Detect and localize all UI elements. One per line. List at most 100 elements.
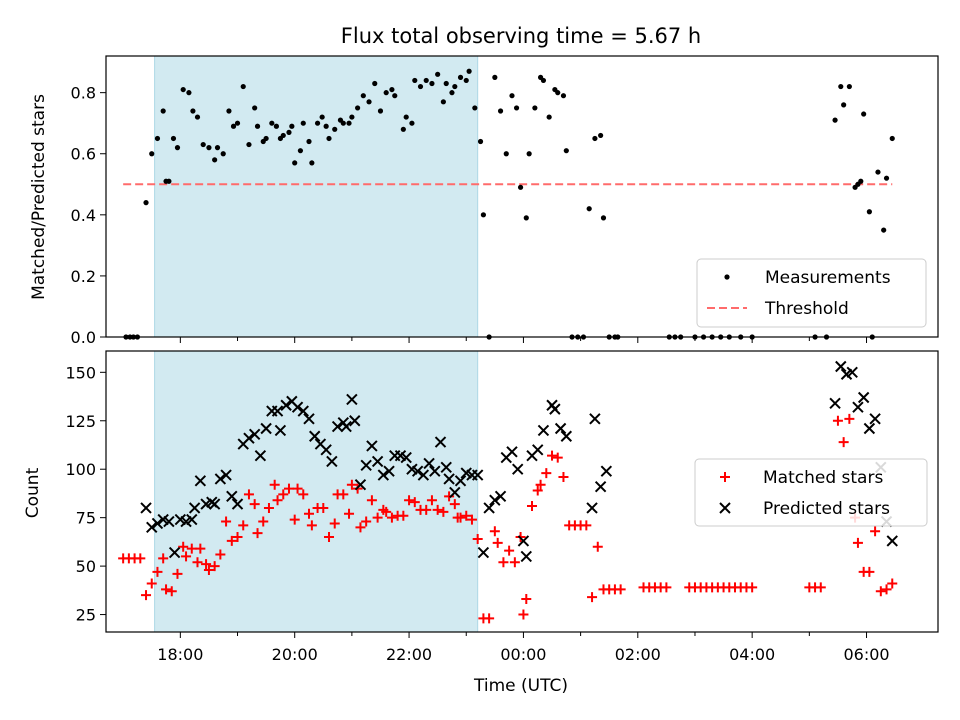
bottom-plus-point-75 — [504, 545, 515, 556]
top-dot-point-22 — [230, 123, 237, 129]
top-dot-point-13 — [186, 90, 192, 96]
bottom-x-point-73 — [537, 424, 550, 437]
bottom-observing-window-shade — [154, 350, 479, 633]
x-tick-label-6: 06:00 — [843, 645, 889, 664]
bottom-x-point-77 — [560, 430, 573, 442]
top-dot-point-41 — [314, 120, 321, 126]
bottom-plus-point-39 — [318, 502, 329, 513]
bottom-x-point-35 — [331, 420, 344, 433]
top-dot-point-64 — [429, 80, 435, 87]
bottom-plus-point-96 — [615, 584, 626, 595]
bottom-x-point-44 — [377, 469, 390, 481]
bottom-plus-point-34 — [292, 483, 303, 494]
bottom-plus-point-80 — [527, 501, 538, 512]
bottom-x-point-78 — [586, 502, 598, 514]
top-dot-point-92 — [563, 148, 569, 154]
top-y-tick-label-2: 0.4 — [71, 206, 96, 225]
top-dot-point-59 — [403, 114, 409, 120]
bottom-plus-point-20 — [221, 516, 232, 527]
bottom-x-point-67 — [506, 446, 518, 458]
top-dot-point-60 — [409, 120, 415, 126]
bottom-plus-point-127 — [887, 578, 898, 589]
bottom-plus-point-82 — [535, 479, 546, 490]
bottom-x-point-20 — [248, 428, 261, 441]
bottom-x-point-58 — [454, 475, 467, 487]
bottom-y-axis-label: Count — [23, 467, 43, 518]
top-dot-point-70 — [457, 74, 464, 80]
bottom-panel-counts: Count 25 50 75 100 125 150 18:00 20:00 22:00 00:0… — [23, 350, 939, 664]
top-dot-point-43 — [323, 123, 329, 129]
top-series-dot-markers — [123, 68, 895, 340]
x-tick-label-0: 18:00 — [157, 645, 203, 664]
bottom-x-point-52 — [423, 457, 435, 470]
bottom-x-point-24 — [271, 405, 284, 417]
top-dot-point-42 — [319, 114, 325, 120]
top-dot-point-90 — [555, 90, 561, 96]
bottom-x-point-57 — [449, 486, 461, 499]
top-legend-label-0: Measurements — [765, 268, 891, 288]
top-dot-point-48 — [346, 120, 352, 126]
top-dot-point-69 — [452, 83, 458, 90]
top-dot-point-115 — [832, 117, 838, 123]
top-dot-point-53 — [372, 80, 378, 87]
bottom-plus-point-72 — [489, 526, 500, 537]
bottom-plus-point-83 — [541, 468, 552, 479]
top-dot-point-72 — [466, 68, 472, 74]
bottom-x-point-25 — [274, 424, 287, 437]
bottom-plus-point-9 — [166, 586, 177, 597]
top-dot-point-14 — [190, 108, 196, 114]
bottom-x-point-72 — [532, 444, 544, 456]
bottom-plus-point-41 — [329, 518, 340, 529]
bottom-x-point-92 — [886, 535, 898, 547]
bottom-x-point-87 — [857, 391, 870, 404]
top-dot-point-24 — [240, 83, 246, 90]
top-dot-point-49 — [349, 114, 355, 120]
top-axes-frame — [105, 55, 939, 338]
bottom-x-point-17 — [231, 498, 244, 510]
bottom-x-point-30 — [303, 413, 315, 425]
top-dot-point-44 — [326, 135, 332, 142]
top-dot-point-10 — [170, 135, 177, 142]
bottom-series-plus-markers — [118, 413, 898, 624]
bottom-x-point-16 — [226, 490, 238, 503]
top-dot-point-83 — [523, 215, 529, 221]
bottom-x-point-75 — [549, 403, 561, 415]
top-dot-point-50 — [355, 105, 361, 111]
bottom-plus-point-116 — [815, 582, 826, 593]
bottom-y-tick-label-5: 150 — [65, 363, 96, 382]
top-dot-point-9 — [166, 178, 172, 184]
bottom-plus-point-8 — [161, 584, 172, 595]
bottom-x-point-31 — [309, 430, 321, 442]
bottom-legend-label-1: Predicted stars — [763, 499, 890, 519]
bottom-plus-point-92 — [592, 541, 603, 552]
top-dot-point-17 — [206, 145, 212, 151]
bottom-y-tick-label-4: 125 — [65, 412, 96, 431]
top-dot-point-73 — [472, 105, 478, 111]
bottom-plus-point-74 — [498, 557, 509, 568]
bottom-plus-point-31 — [278, 489, 289, 500]
top-dot-point-75 — [480, 212, 487, 218]
bottom-x-point-26 — [280, 399, 292, 411]
bottom-y-tick-label-3: 100 — [65, 460, 96, 479]
bottom-plus-point-64 — [449, 499, 460, 510]
top-dot-point-99 — [600, 215, 607, 221]
top-dot-point-88 — [546, 114, 552, 120]
top-panel-measurements: Matched/Predicted stars 0.0 0.2 0.4 0.6 0.8 M… — [29, 55, 939, 347]
top-dot-point-91 — [560, 93, 567, 99]
top-dot-point-67 — [443, 80, 449, 87]
top-dot-point-121 — [858, 178, 864, 184]
top-dot-point-85 — [532, 105, 538, 111]
bottom-x-point-85 — [846, 366, 858, 379]
top-legend-box — [696, 258, 927, 328]
bottom-plus-point-56 — [404, 495, 415, 506]
top-dot-point-116 — [838, 83, 844, 90]
bottom-plus-point-3 — [135, 553, 146, 564]
x-tick-label-3: 00:00 — [500, 645, 546, 664]
bottom-plus-point-11 — [178, 541, 189, 552]
top-dot-point-65 — [435, 71, 441, 77]
bottom-plus-point-29 — [269, 479, 280, 490]
bottom-plus-point-50 — [372, 512, 383, 523]
bottom-plus-point-57 — [409, 497, 420, 508]
bottom-plus-point-27 — [258, 516, 269, 527]
top-dot-point-12 — [180, 86, 186, 93]
